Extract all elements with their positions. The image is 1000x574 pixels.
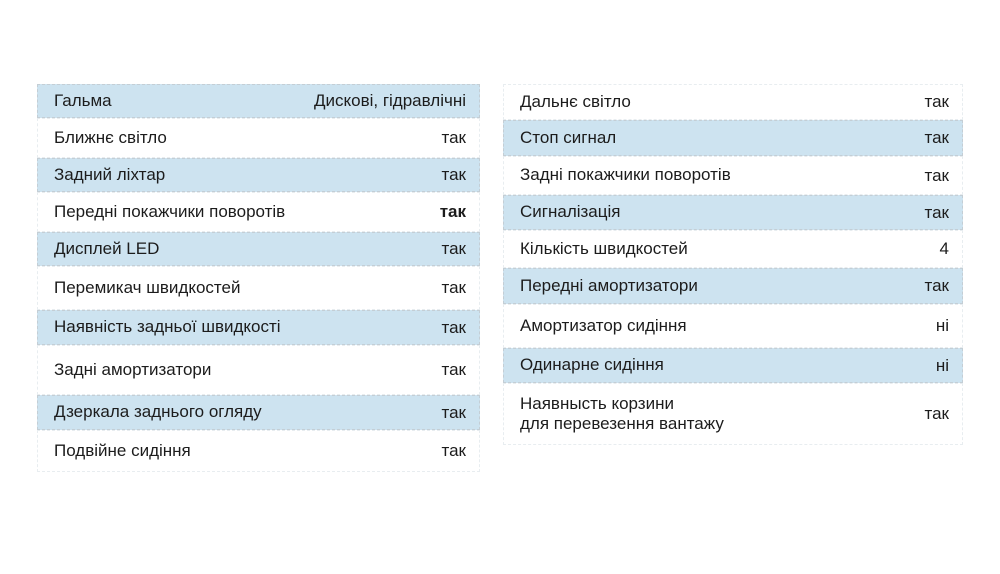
spec-value: так xyxy=(924,92,950,111)
spec-value: Дискові, гідравлічні xyxy=(313,91,466,110)
spec-value: так xyxy=(441,317,467,337)
spec-row: Сигналізація так xyxy=(503,195,963,230)
spec-label: Гальма xyxy=(54,90,112,110)
spec-row: Задний ліхтар так xyxy=(37,158,480,192)
spec-value: ні xyxy=(935,316,949,335)
spec-table-left-column: Гальма Дискові, гідравлічні Ближнє світло т… xyxy=(37,84,480,472)
spec-label: Подвійне сидіння xyxy=(54,440,191,460)
spec-value: так xyxy=(924,276,950,295)
spec-label: Дзеркала заднього огляду xyxy=(54,402,262,422)
spec-value: так xyxy=(924,165,950,185)
spec-row: Ближнє світло так xyxy=(37,118,480,158)
spec-row: Перемикач швидкостей так xyxy=(37,266,480,310)
spec-value: так xyxy=(924,404,950,423)
spec-row: Передні амортизатори так xyxy=(503,268,963,304)
spec-value: так xyxy=(441,239,467,258)
spec-value: так xyxy=(441,402,467,422)
spec-table-right-column: Дальнє світло так Стоп сигнал так Задні пока… xyxy=(503,84,963,445)
spec-row: Дальнє світло так xyxy=(503,84,963,120)
spec-label: Задні покажчики поворотів xyxy=(520,165,731,185)
spec-row: Наявність задньої швидкості так xyxy=(37,310,480,345)
spec-label: Сигналізація xyxy=(520,202,621,222)
spec-label: Перемикач швидкостей xyxy=(54,277,241,297)
spec-value: ні xyxy=(935,355,949,375)
spec-label: Наявність задньої швидкості xyxy=(54,317,281,337)
spec-value: так xyxy=(441,360,467,379)
spec-label: Задний ліхтар xyxy=(54,164,166,184)
spec-value: так xyxy=(924,202,950,222)
spec-value: так xyxy=(441,441,467,460)
spec-row: Передні покажчики поворотів так xyxy=(37,192,480,232)
spec-label: Наявнысть корзини для перевезення вантаж… xyxy=(520,393,724,433)
spec-label: Стоп сигнал xyxy=(520,127,617,147)
spec-row: Стоп сигнал так xyxy=(503,120,963,156)
spec-value: так xyxy=(441,165,467,184)
spec-row: Гальма Дискові, гідравлічні xyxy=(37,84,480,118)
spec-value: 4 xyxy=(939,239,949,258)
spec-label: Передні амортизатори xyxy=(520,275,698,295)
spec-row: Задні амортизатори так xyxy=(37,345,480,395)
spec-value: так xyxy=(441,278,467,297)
spec-row: Кількість швидкостей 4 xyxy=(503,230,963,268)
spec-row: Одинарне сидіння ні xyxy=(503,348,963,383)
spec-value: так xyxy=(924,128,950,147)
spec-value: так xyxy=(441,128,467,147)
spec-label: Задні амортизатори xyxy=(54,359,212,379)
spec-label: Дисплей LED xyxy=(54,238,160,258)
spec-value: так xyxy=(439,202,466,221)
spec-label: Одинарне сидіння xyxy=(520,355,664,375)
spec-row: Задні покажчики поворотів так xyxy=(503,156,963,195)
spec-row: Амортизатор сидіння ні xyxy=(503,304,963,348)
spec-label: Ближнє світло xyxy=(54,127,167,147)
spec-row: Дзеркала заднього огляду так xyxy=(37,395,480,430)
spec-row: Наявнысть корзини для перевезення вантаж… xyxy=(503,383,963,445)
spec-label: Кількість швидкостей xyxy=(520,238,688,258)
spec-label: Амортизатор сидіння xyxy=(520,315,687,335)
spec-row: Подвійне сидіння так xyxy=(37,430,480,472)
spec-label: Передні покажчики поворотів xyxy=(54,201,286,221)
spec-row: Дисплей LED так xyxy=(37,232,480,266)
spec-label: Дальнє світло xyxy=(520,91,631,111)
